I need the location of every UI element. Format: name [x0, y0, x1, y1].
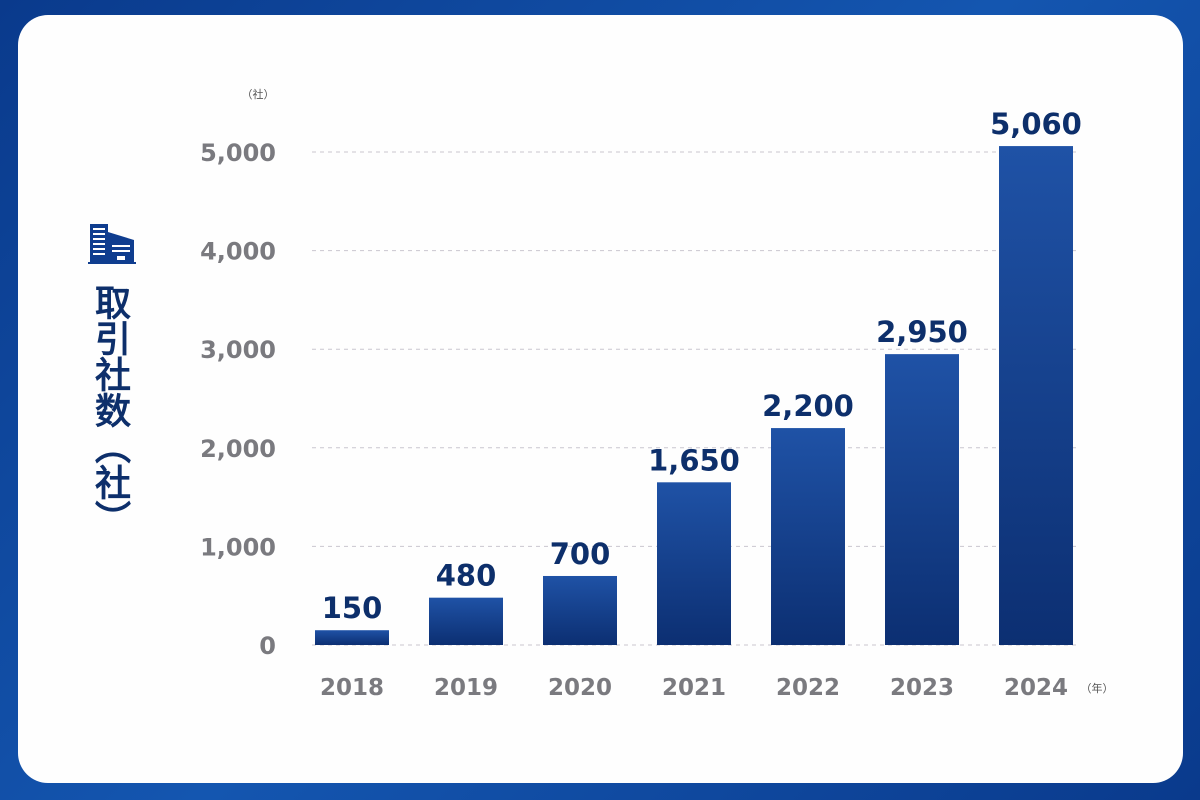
bar — [999, 146, 1073, 646]
y-unit-label: （社） — [242, 87, 275, 101]
bar — [657, 482, 731, 645]
data-label: 150 — [322, 591, 383, 625]
bar — [771, 428, 845, 645]
y-axis-title: 取引社数（社） — [89, 284, 130, 536]
x-tick-label: 2022 — [776, 675, 840, 701]
data-label: 5,060 — [990, 107, 1082, 141]
x-tick-label: 2019 — [434, 675, 498, 701]
bar — [543, 575, 617, 645]
y-tick-label: 3,000 — [200, 336, 276, 364]
y-tick-label: 2,000 — [200, 435, 276, 463]
y-tick-label: 4,000 — [200, 238, 276, 266]
x-tick-label: 2024 — [1004, 675, 1068, 701]
bar — [315, 630, 389, 645]
y-tick-label: 0 — [259, 632, 276, 660]
x-tick-label: 2021 — [662, 675, 726, 701]
bar — [429, 597, 503, 645]
x-tick-label: 2018 — [320, 675, 384, 701]
x-unit-label: （年） — [1081, 681, 1114, 695]
y-tick-label: 5,000 — [200, 139, 276, 167]
x-tick-label: 2023 — [890, 675, 954, 701]
data-label: 480 — [436, 559, 497, 593]
x-tick-label: 2020 — [548, 675, 612, 701]
bar — [885, 354, 959, 645]
data-label: 700 — [550, 537, 611, 571]
y-tick-label: 1,000 — [200, 533, 276, 561]
data-label: 2,950 — [876, 315, 968, 349]
building-icon — [88, 224, 136, 264]
chart-card — [18, 15, 1183, 783]
data-label: 2,200 — [762, 389, 854, 423]
data-label: 1,650 — [648, 443, 740, 477]
